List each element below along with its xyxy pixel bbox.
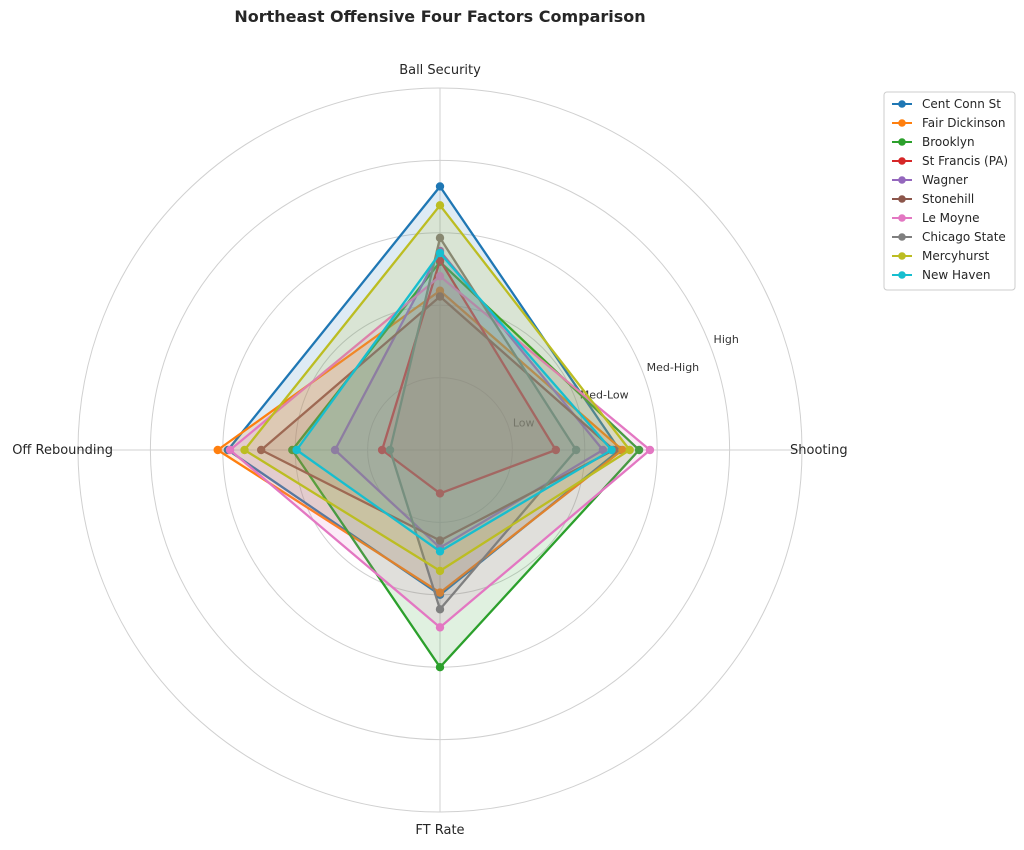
data-point bbox=[292, 445, 301, 455]
series-st-francis-pa bbox=[377, 256, 561, 498]
data-point bbox=[435, 663, 445, 672]
legend-label: Stonehill bbox=[922, 192, 974, 206]
data-point bbox=[435, 201, 445, 210]
data-point bbox=[435, 286, 445, 295]
series-fill bbox=[296, 253, 612, 552]
data-point bbox=[435, 248, 445, 258]
series-fill bbox=[261, 296, 614, 541]
legend-item: Stonehill bbox=[892, 192, 974, 206]
legend-swatch-marker bbox=[898, 195, 906, 203]
data-point bbox=[225, 445, 235, 455]
legend-label: St Francis (PA) bbox=[922, 154, 1008, 168]
data-point bbox=[435, 536, 445, 545]
legend-item: Le Moyne bbox=[892, 211, 979, 225]
legend-label: Fair Dickinson bbox=[922, 116, 1006, 130]
legend-item: Brooklyn bbox=[892, 135, 975, 149]
data-point bbox=[385, 445, 395, 455]
legend-item: New Haven bbox=[892, 268, 990, 282]
data-point bbox=[435, 588, 445, 597]
ring-label: Med-Low bbox=[580, 389, 629, 402]
series-fill bbox=[244, 205, 630, 571]
data-point bbox=[240, 445, 249, 455]
legend-swatch-marker bbox=[898, 119, 906, 127]
ring-label: Low bbox=[513, 416, 535, 429]
legend-swatch-marker bbox=[898, 100, 906, 108]
legend-box bbox=[883, 91, 1016, 291]
legend-swatch-marker bbox=[898, 157, 906, 165]
data-point bbox=[256, 445, 266, 455]
legend-label: Le Moyne bbox=[922, 211, 979, 225]
legend-item: Fair Dickinson bbox=[892, 116, 1006, 130]
legend-item: Mercyhurst bbox=[892, 249, 990, 263]
series-layer bbox=[213, 182, 655, 672]
data-point bbox=[435, 547, 445, 556]
chart-title: Northeast Offensive Four Factors Compari… bbox=[234, 7, 645, 26]
legend-swatch-marker bbox=[898, 271, 906, 279]
data-point bbox=[435, 605, 445, 614]
legend-label: Chicago State bbox=[922, 230, 1006, 244]
data-point bbox=[213, 445, 222, 455]
series-le-moyne bbox=[225, 272, 655, 632]
data-point bbox=[435, 566, 445, 576]
data-point bbox=[377, 445, 387, 455]
legend-item: Chicago State bbox=[892, 230, 1006, 244]
legend: Cent Conn St Fair Dickinson Brooklyn St Fra… bbox=[883, 91, 1016, 291]
legend-label: Cent Conn St bbox=[922, 97, 1001, 111]
series-chicago-state bbox=[385, 233, 581, 614]
legend-item: Wagner bbox=[892, 173, 968, 187]
legend-swatch-marker bbox=[898, 233, 906, 241]
data-point bbox=[435, 256, 445, 265]
legend-swatch-marker bbox=[898, 252, 906, 260]
data-point bbox=[435, 233, 445, 243]
data-point bbox=[435, 292, 445, 301]
series-fill bbox=[390, 237, 577, 610]
data-point bbox=[435, 272, 445, 281]
axis-label-shooting: Shooting bbox=[790, 443, 848, 458]
legend-swatch-marker bbox=[898, 138, 906, 146]
data-point bbox=[607, 445, 616, 455]
data-point bbox=[435, 182, 445, 191]
series-new-haven bbox=[292, 248, 616, 556]
axis-label-off-rebounding: Off Rebounding bbox=[12, 443, 113, 458]
ring-label: Med-High bbox=[647, 361, 700, 374]
legend-label: Brooklyn bbox=[922, 135, 975, 149]
series-fill bbox=[227, 186, 620, 595]
legend-swatch-marker bbox=[898, 176, 906, 184]
legend-item: St Francis (PA) bbox=[892, 154, 1008, 168]
ring-label: High bbox=[714, 333, 739, 346]
legend-item: Cent Conn St bbox=[892, 97, 1001, 111]
data-point bbox=[645, 445, 655, 455]
legend-label: Wagner bbox=[922, 173, 968, 187]
data-point bbox=[634, 445, 644, 455]
legend-swatch-marker bbox=[898, 214, 906, 222]
legend-label: New Haven bbox=[922, 268, 990, 282]
data-point bbox=[625, 445, 634, 455]
axis-label-ft-rate: FT Rate bbox=[415, 823, 464, 838]
series-fill bbox=[382, 260, 556, 494]
data-point bbox=[551, 445, 561, 455]
legend-label: Mercyhurst bbox=[922, 249, 990, 263]
axis-labels: Ball Security Shooting FT Rate Off Reboundi… bbox=[12, 63, 847, 838]
data-point bbox=[330, 445, 340, 455]
series-fill bbox=[292, 261, 640, 668]
series-stonehill bbox=[256, 292, 618, 545]
axis-label-ball-security: Ball Security bbox=[399, 63, 481, 78]
data-point bbox=[598, 445, 608, 455]
series-mercyhurst bbox=[240, 201, 634, 576]
data-point bbox=[435, 489, 445, 498]
data-point bbox=[435, 623, 445, 632]
data-point bbox=[571, 445, 581, 455]
